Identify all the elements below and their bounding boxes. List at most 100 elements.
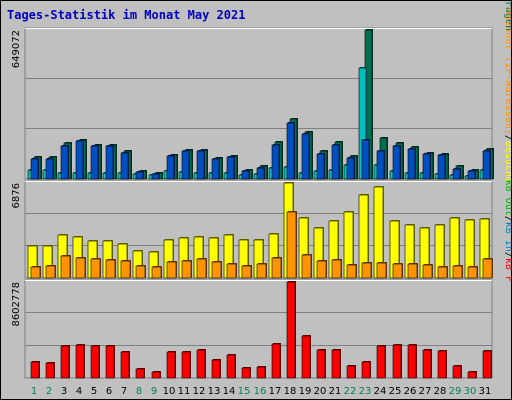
x-tick-day-27: 27 [419,386,432,397]
bar-face [331,144,340,180]
chart-title: Tages-Statistik im Monat May 2021 [7,8,246,22]
legend-item-anfragen: Anfragen [503,1,511,31]
x-tick-day-19: 19 [299,386,312,397]
kb-f-bar-day-12 [196,349,206,379]
kb-f-bar-day-6 [105,345,115,379]
bar-face [256,366,266,379]
x-tick-day-29: 29 [449,386,462,397]
bar-face [196,150,205,180]
x-tick-day-26: 26 [404,386,417,397]
y-max-label-panel-2: 6876 [11,183,22,208]
bar-face [135,171,144,180]
legend-panel-3: kB Out/kB In/kB F [503,180,511,282]
rechner-ip-adressen-bar-day-17 [271,257,282,279]
kb-f-bar-day-25 [392,344,402,379]
x-tick-day-30: 30 [464,386,477,397]
x-tick-day-2: 2 [46,386,52,397]
bar-face [482,150,491,180]
bar-face [392,145,401,180]
bar-face [60,255,71,279]
seiten-bar-day-11 [181,150,190,180]
bar-face [422,264,433,279]
rechner-ip-adressen-bar-day-23 [361,262,372,279]
seiten-bar-day-22 [346,157,355,180]
bar-face [271,257,282,279]
rechner-ip-adressen-bar-day-3 [60,255,71,279]
y-max-labels: 649072 6876 8602778 [11,30,22,327]
rechner-ip-adressen-bar-day-8 [135,265,146,279]
y-max-label-panel-3: 8602778 [11,282,22,327]
bar-face [376,150,385,180]
rechner-ip-adressen-bar-day-2 [45,265,56,279]
x-tick-day-24: 24 [374,386,387,397]
legend-item-rechner-ip-adressen: Rechner (IP-Adressen) [503,8,511,134]
rechner-ip-adressen-bar-day-27 [422,264,433,279]
legend-item-besuche: Besuche [503,141,511,183]
bar-face [211,158,220,180]
bar-face [90,145,99,180]
bar-face [437,350,447,379]
bar-face [90,345,100,379]
seiten-bar-day-28 [437,154,446,180]
rechner-ip-adressen-bar-day-30 [467,266,478,279]
rechner-ip-adressen-bar-day-5 [90,258,101,279]
rechner-ip-adressen-bar-day-31 [482,258,493,279]
bar-face [452,168,461,180]
x-tick-labels: 1 2 3 4 5 6 7 8 9 10 11 12 13 14 15 16 17 18 19 20 21 22 23 24 2… [31,386,492,397]
seiten-bar-day-18 [286,122,295,180]
bar-face [196,349,206,379]
rechner-ip-adressen-bar-day-26 [407,263,418,279]
kb-f-bar-day-8 [135,368,145,379]
kb-f-bar-day-23 [361,361,371,379]
bar-face [135,265,146,279]
rechner-ip-adressen-bar-day-6 [105,259,116,279]
x-tick-day-25: 25 [389,386,402,397]
rechner-ip-adressen-bar-day-15 [241,265,252,279]
bar-face [181,150,190,180]
kb-f-bar-day-10 [166,351,176,379]
bar-face [196,258,207,279]
seiten-bar-day-4 [75,140,84,180]
bar-face [120,260,131,279]
seiten-bar-day-27 [422,153,431,180]
rechner-ip-adressen-bar-day-19 [301,254,312,279]
bar-face [346,157,355,180]
bar-face [45,158,54,180]
bar-face [226,156,235,180]
bar-layer [27,29,494,379]
rechner-ip-adressen-bar-day-13 [211,261,222,279]
x-tick-day-12: 12 [193,386,206,397]
bar-face [105,259,116,279]
x-tick-day-3: 3 [61,386,67,397]
seiten-bar-day-5 [90,145,99,180]
bar-face [482,350,492,379]
seiten-bar-day-14 [226,156,235,180]
seiten-bar-day-2 [45,158,54,180]
legend-item-kb-in: kB In [503,222,511,252]
bar-face [407,148,416,180]
bar-face [60,345,70,379]
x-tick-day-21: 21 [329,386,342,397]
bar-face [361,262,372,279]
bar-face [45,362,55,379]
kb-f-bar-day-2 [45,362,55,379]
x-tick-day-16: 16 [254,386,267,397]
bar-face [151,173,160,180]
bar-face [422,153,431,180]
rechner-ip-adressen-bar-day-28 [437,266,448,279]
seiten-bar-day-13 [211,158,220,180]
bar-face [135,368,145,379]
kb-f-bar-day-27 [422,349,432,379]
x-tick-day-20: 20 [314,386,327,397]
bar-face [316,260,327,279]
kb-f-bar-day-31 [482,350,492,379]
x-tick-day-15: 15 [238,386,251,397]
seiten-bar-day-21 [331,144,340,180]
rechner-ip-adressen-bar-day-18 [286,211,297,279]
x-tick-day-7: 7 [121,386,127,397]
kb-f-bar-day-15 [241,367,251,379]
kb-f-bar-day-17 [271,343,281,379]
x-tick-day-22: 22 [344,386,357,397]
bar-face [60,145,69,180]
